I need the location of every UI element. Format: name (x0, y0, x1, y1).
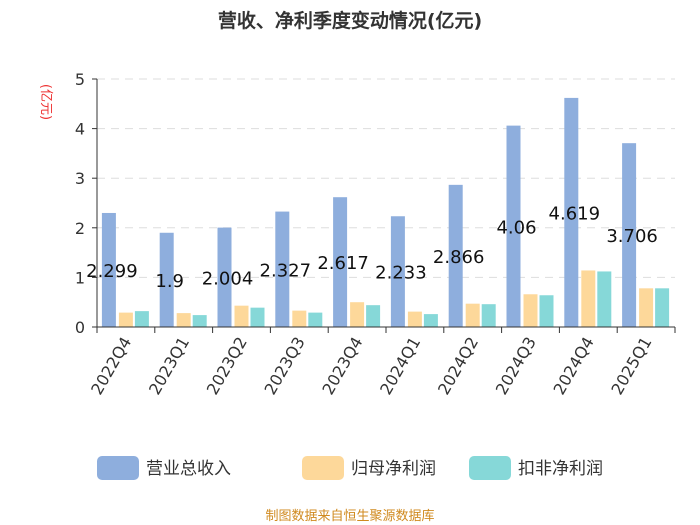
y-axis-unit: (亿元) (38, 84, 53, 120)
bar-2024Q4-1 (581, 270, 596, 327)
bar-2023Q2-1 (234, 305, 249, 327)
data-label: 2.617 (317, 253, 369, 274)
bar-2023Q2-0 (217, 227, 232, 327)
x-tick-label: 2024Q1 (376, 334, 424, 398)
y-tick-label: 5 (75, 70, 85, 89)
x-tick-label: 2023Q2 (203, 334, 251, 398)
bar-2024Q2-2 (481, 304, 496, 327)
bar-2025Q1-1 (639, 288, 654, 327)
legend-swatch[interactable] (469, 456, 511, 480)
y-tick-label: 3 (75, 169, 85, 188)
legend-label[interactable]: 营业总收入 (146, 459, 231, 479)
x-tick-label: 2024Q3 (492, 334, 540, 398)
legend-label[interactable]: 归母净利润 (351, 459, 436, 479)
x-tick-label: 2022Q4 (87, 334, 135, 398)
x-tick-label: 2023Q4 (318, 334, 366, 398)
y-tick-label: 4 (75, 120, 85, 139)
bar-2023Q1-1 (176, 313, 191, 327)
bar-2022Q4-2 (134, 311, 149, 327)
bar-2024Q3-2 (539, 295, 554, 327)
data-label: 1.9 (155, 271, 184, 292)
x-tick-label: 2025Q1 (607, 334, 655, 398)
bar-2024Q2-0 (448, 184, 463, 327)
footer-source: 制图数据来自恒生聚源数据库 (265, 508, 434, 524)
bar-2023Q1-0 (159, 232, 174, 327)
bar-2024Q1-2 (423, 314, 438, 327)
bar-2024Q1-0 (390, 216, 405, 327)
bar-2023Q3-0 (275, 211, 290, 327)
x-tick-label: 2024Q4 (550, 334, 598, 398)
bar-2023Q4-1 (350, 302, 365, 327)
x-tick-label: 2024Q2 (434, 334, 482, 398)
bar-2024Q4-2 (597, 271, 612, 327)
bar-2023Q4-2 (366, 305, 381, 327)
legend-swatch[interactable] (97, 456, 139, 480)
data-label: 2.233 (375, 263, 427, 284)
bar-2023Q2-2 (250, 307, 265, 327)
x-tick-label: 2023Q1 (145, 334, 193, 398)
data-label: 2.004 (202, 268, 254, 289)
bar-2023Q3-1 (292, 310, 307, 327)
bar-2023Q3-2 (308, 312, 323, 327)
bar-2025Q1-0 (622, 143, 637, 327)
bar-2024Q2-1 (465, 303, 480, 327)
chart-title: 营收、净利季度变动情况(亿元) (218, 9, 482, 32)
legend-label[interactable]: 扣非净利润 (518, 459, 603, 479)
y-tick-label: 2 (75, 219, 85, 238)
x-tick-label: 2023Q3 (261, 334, 309, 398)
bar-2023Q1-2 (192, 315, 207, 327)
data-label: 2.866 (433, 247, 485, 268)
bar-2024Q1-1 (407, 311, 422, 327)
bar-2024Q3-0 (506, 125, 521, 328)
bar-2022Q4-0 (101, 212, 116, 327)
data-label: 4.619 (549, 203, 601, 224)
legend-swatch[interactable] (302, 456, 344, 480)
y-tick-label: 1 (75, 268, 85, 287)
bar-2024Q3-1 (523, 294, 538, 327)
bar-2023Q4-0 (333, 197, 348, 327)
bar-2025Q1-2 (655, 288, 670, 327)
data-label: 4.06 (496, 217, 536, 238)
data-label: 2.299 (86, 261, 138, 282)
data-label: 3.706 (606, 226, 658, 247)
bar-2024Q4-0 (564, 97, 579, 327)
data-label: 2.327 (260, 260, 312, 281)
y-tick-label: 0 (75, 318, 85, 337)
bar-2022Q4-1 (118, 312, 133, 327)
